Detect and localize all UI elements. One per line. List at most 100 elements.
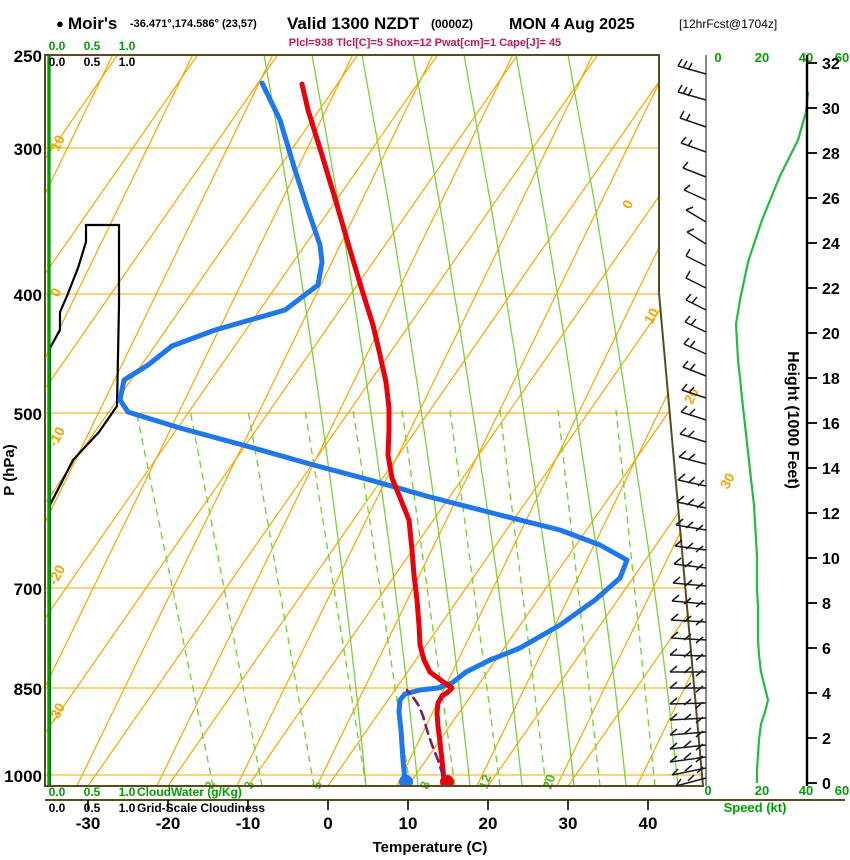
wind-barb — [669, 665, 706, 677]
wind-barb — [669, 681, 706, 693]
cloudwater-bottom-ticks: 0.0 0.5 1.0 — [49, 785, 136, 799]
moist-adiabat-lines — [263, 55, 679, 786]
cloudwater-tick-0: 0.0 — [49, 39, 66, 53]
cloudwater-btick-2: 1.0 — [119, 785, 136, 799]
wind-barb — [677, 473, 707, 487]
wind-barb — [669, 697, 707, 709]
temperature-curve — [299, 81, 455, 783]
height-tick-22: 22 — [822, 281, 840, 298]
valid-time: Valid 1300 NZDT — [287, 14, 420, 33]
parcel-trace — [405, 688, 445, 778]
wind-barb — [679, 110, 707, 128]
temp-tick-20: 20 — [479, 814, 498, 833]
plot-border — [44, 54, 705, 787]
cloudwater-legend-label: CloudWater (g/Kg) — [137, 785, 242, 799]
pressure-axis: P (hPa) 250 300 400 500 700 850 1000 — [1, 47, 42, 786]
height-tick-8: 8 — [822, 596, 831, 613]
pressure-tick-700: 700 — [14, 580, 42, 599]
speed-btick-40: 40 — [799, 783, 813, 798]
height-tick-24: 24 — [822, 236, 840, 253]
valid-date: MON 4 Aug 2025 — [509, 16, 635, 33]
cloudwater-top-ticks: 0.0 0.5 1.0 — [49, 39, 136, 53]
cloudiness-tick-2: 1.0 — [119, 55, 136, 69]
wind-barb — [675, 518, 707, 532]
cloudiness-btick-2: 1.0 — [119, 801, 136, 815]
valid-time-utc: (0000Z) — [431, 17, 473, 31]
wind-barb-panel: 0 20 Speed (kt) 0 20 40 60 40 60 — [669, 50, 849, 815]
wind-barb — [674, 539, 707, 553]
wind-barb — [670, 613, 707, 626]
top-scales: 0.0 0.5 1.0 0.0 0.5 1.0 — [49, 39, 136, 69]
forecast-tag: [12hrFcst@1704z] — [679, 17, 777, 31]
wind-speed-scale-bottom: 0 20 — [704, 783, 769, 798]
speed-top-tick-20: 20 — [755, 50, 769, 65]
temperature-tick-labels: -30 -20 -10 0 10 20 30 40 — [76, 814, 658, 833]
height-tick-20: 20 — [822, 326, 840, 343]
sounding-parameters: Plcl=938 Tlcl[C]=5 Shox=12 Pwat[cm]=1 Ca… — [289, 37, 561, 49]
speed-tick-20: 20 — [755, 783, 769, 798]
wind-barb — [671, 594, 707, 608]
wind-speed-scale-bottom-right: 40 60 — [799, 783, 849, 798]
height-tick-28: 28 — [822, 146, 840, 163]
pressure-tick-500: 500 — [14, 405, 42, 424]
pressure-axis-label: P (hPa) — [1, 444, 18, 495]
dry-adiabat-lines — [45, 55, 703, 786]
wind-barb — [676, 495, 707, 509]
cloudwater-btick-0: 0.0 — [49, 785, 66, 799]
mixing-ratio-lines — [135, 409, 656, 786]
wind-barb — [685, 293, 707, 311]
wind-barb — [679, 427, 707, 443]
cloudiness-legend-label: Grid-Scale Cloudiness — [137, 801, 265, 815]
pressure-tick-300: 300 — [14, 140, 42, 159]
temperature-axis-ticks — [87, 800, 649, 810]
cloudiness-tick-0: 0.0 — [49, 55, 66, 69]
wind-barb — [670, 631, 707, 644]
wind-speed-profile — [734, 91, 810, 783]
wind-barb — [672, 576, 707, 590]
wind-barb — [677, 58, 707, 75]
wind-barb — [677, 84, 707, 101]
temperature-axis: -30 -20 -10 0 10 20 30 40 Temperature (C… — [45, 799, 845, 856]
wind-barb — [673, 557, 707, 571]
cloudiness-top-ticks: 0.0 0.5 1.0 — [49, 55, 136, 69]
height-tick-6: 6 — [822, 641, 831, 658]
wind-barb — [680, 136, 707, 153]
height-tick-12: 12 — [822, 506, 840, 523]
temp-tick-40: 40 — [639, 814, 658, 833]
isobar-lines — [45, 55, 703, 776]
cloudiness-btick-0: 0.0 — [49, 801, 66, 815]
skewt-grid — [45, 55, 703, 786]
dewpoint-curve — [117, 80, 630, 783]
wind-barb — [669, 713, 707, 724]
height-tick-18: 18 — [822, 371, 840, 388]
temp-tick-0: 0 — [323, 814, 332, 833]
height-tick-4: 4 — [822, 686, 831, 703]
speed-top-tick-0: 0 — [714, 50, 721, 65]
station-coords: -36.471°,174.586° (23,57) — [130, 18, 257, 30]
height-tick-26: 26 — [822, 191, 840, 208]
height-tick-14: 14 — [822, 461, 840, 478]
cloudwater-btick-1: 0.5 — [84, 785, 101, 799]
isotherm-label-right-3: 30 — [717, 470, 739, 491]
cloudwater-tick-2: 1.0 — [119, 39, 136, 53]
cloudwater-tick-1: 0.5 — [84, 39, 101, 53]
cloudiness-tick-1: 0.5 — [84, 55, 101, 69]
height-tick-10: 10 — [822, 551, 840, 568]
isotherm-lines — [45, 55, 703, 786]
wind-barb — [686, 228, 707, 245]
skewt-panel: 10 0 -10 -20 -30 0 10 20 30 2 3 5 8 12 2… — [1, 39, 845, 856]
temp-tick-10: 10 — [399, 814, 418, 833]
wind-barb — [669, 740, 707, 751]
isotherm-label-left-0: 10 — [47, 132, 69, 153]
plot-background — [45, 55, 703, 786]
cloudiness-bottom-ticks: 0.0 0.5 1.0 — [49, 801, 136, 815]
temp-tick--10: -10 — [236, 814, 261, 833]
temp-tick-30: 30 — [559, 814, 578, 833]
header-group: ● Moir's -36.471°,174.586° (23,57) Valid… — [56, 14, 777, 49]
wind-barb — [683, 337, 707, 355]
temperature-axis-label: Temperature (C) — [373, 839, 488, 856]
wind-barb — [685, 206, 707, 223]
isotherm-label-right-2: 20 — [681, 385, 703, 406]
height-tick-labels: 0 2 4 6 8 10 12 14 16 18 20 22 24 26 28 … — [822, 56, 840, 793]
